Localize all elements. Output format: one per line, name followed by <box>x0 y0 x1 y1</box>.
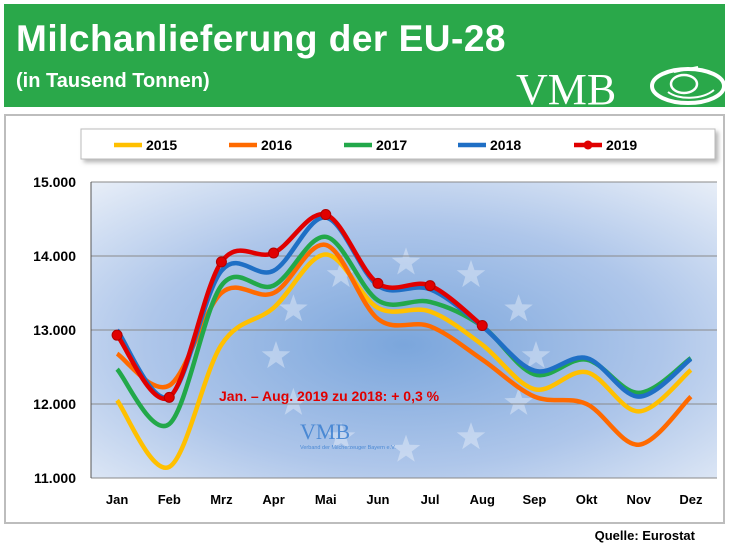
y-tick-label: 15.000 <box>33 174 76 190</box>
x-tick-label: Dez <box>679 492 703 507</box>
data-point-2019 <box>111 329 123 341</box>
page-subtitle: (in Tausend Tonnen) <box>16 70 210 92</box>
source-note: Quelle: Eurostat <box>594 528 695 543</box>
x-tick-label: Jul <box>421 492 440 507</box>
y-tick-label: 13.000 <box>33 322 76 338</box>
x-tick-label: Jun <box>366 492 389 507</box>
legend-marker-2019 <box>583 140 593 150</box>
y-axis: 11.000 12.000 13.000 14.000 15.000 <box>33 174 92 486</box>
vmb-logo-text: VMB <box>516 65 616 108</box>
data-point-2019 <box>163 391 175 403</box>
y-tick-label: 11.000 <box>34 470 76 486</box>
page-title: Milchanlieferung der EU-28 <box>16 18 506 59</box>
x-tick-label: Mai <box>315 492 337 507</box>
vmb-logo: VMB <box>516 65 726 108</box>
eu-star-icon <box>326 259 356 288</box>
x-tick-label: Sep <box>522 492 546 507</box>
series-line-2015 <box>115 252 693 470</box>
legend: 2015 2016 2017 2018 2019 <box>80 128 716 160</box>
eu-star-icon <box>521 341 551 369</box>
watermark-logo: VMB Verband der Milcherzeuger Bayern e.V… <box>300 419 396 451</box>
y-tick-label: 12.000 <box>33 396 76 412</box>
eu-star-icon <box>391 247 421 275</box>
x-tick-label: Mrz <box>210 492 233 507</box>
watermark-caption: Verband der Milcherzeuger Bayern e.V. <box>300 445 396 451</box>
eu-stars-decoration <box>261 247 551 462</box>
annotation: Jan. – Aug. 2019 zu 2018: + 0,3 % <box>219 388 440 404</box>
eu-star-icon <box>456 259 486 288</box>
x-tick-label: Aug <box>470 492 495 507</box>
watermark-logo-text: VMB <box>300 419 350 444</box>
eu-star-icon <box>504 294 533 322</box>
series-lines <box>111 209 693 470</box>
legend-label-2016: 2016 <box>261 137 292 153</box>
legend-label-2015: 2015 <box>146 137 177 153</box>
x-tick-label: Jan <box>106 492 128 507</box>
x-tick-label: Apr <box>262 492 284 507</box>
x-axis: Jan Feb Mrz Apr Mai Jun Jul Aug Sep Okt Nov Dez <box>106 492 703 507</box>
line-chart: VMB Verband der Milcherzeuger Bayern e.V… <box>33 128 717 507</box>
data-point-2019 <box>320 209 332 221</box>
eu-star-icon <box>279 387 308 415</box>
data-point-2019 <box>424 280 436 292</box>
x-tick-label: Okt <box>576 492 598 507</box>
vmb-logo-swirl-icon <box>650 66 726 105</box>
legend-label-2019: 2019 <box>606 137 637 153</box>
eu-star-icon <box>391 434 421 462</box>
legend-label-2017: 2017 <box>376 137 407 153</box>
x-tick-label: Nov <box>626 492 651 507</box>
header-banner: Milchanlieferung der EU-28 (in Tausend T… <box>4 4 725 107</box>
eu-star-icon <box>279 294 308 322</box>
x-tick-label: Feb <box>158 492 181 507</box>
data-point-2019 <box>215 256 227 268</box>
eu-star-icon <box>326 422 356 450</box>
data-point-2019 <box>476 320 488 332</box>
legend-label-2018: 2018 <box>490 137 521 153</box>
eu-star-icon <box>261 341 291 369</box>
data-point-2019 <box>268 247 280 259</box>
eu-star-icon <box>504 387 533 415</box>
data-point-2019 <box>372 277 384 289</box>
legend-box <box>80 128 716 160</box>
chart-frame: VMB Verband der Milcherzeuger Bayern e.V… <box>4 114 725 524</box>
eu-star-icon <box>456 422 486 450</box>
y-tick-label: 14.000 <box>33 248 76 264</box>
